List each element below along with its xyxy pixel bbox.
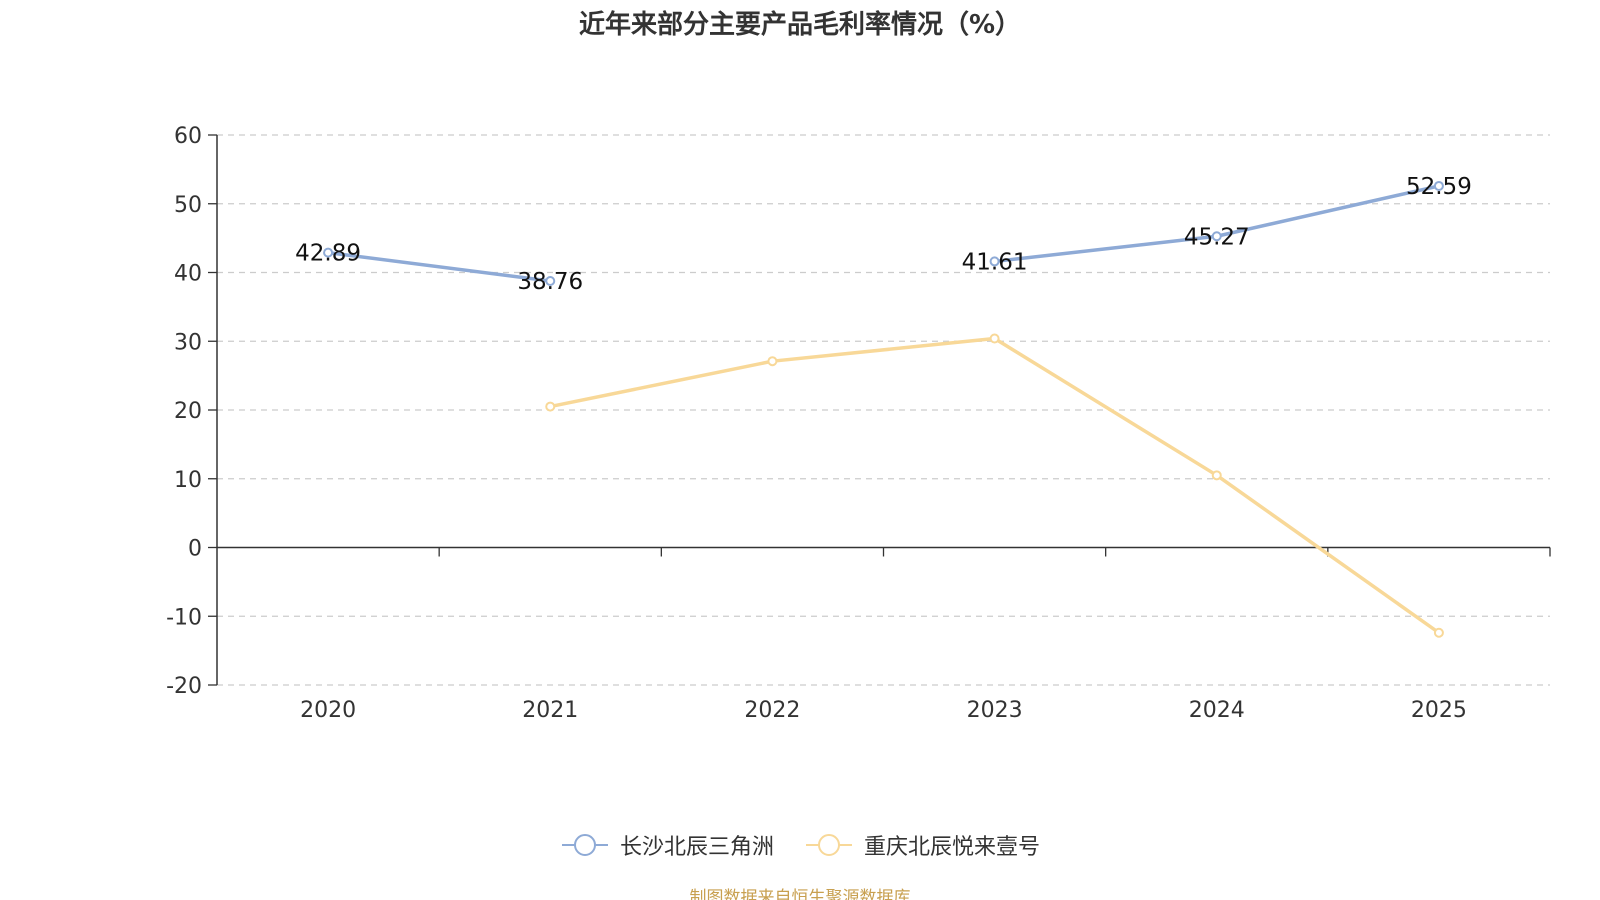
series-line	[326, 250, 552, 283]
legend-marker-icon	[561, 834, 608, 856]
data-point	[1433, 180, 1444, 191]
y-tick-label: -20	[166, 674, 202, 699]
legend: 长沙北辰三角洲 重庆北辰悦来壹号	[0, 825, 1600, 865]
y-tick-label: 40	[174, 262, 202, 287]
data-label: 42.89	[295, 241, 361, 267]
y-tick-label: 0	[188, 537, 202, 562]
series-1: 42.89 38.76 41.61 45.27 52.59	[295, 174, 1472, 295]
x-tick-label: 2020	[300, 698, 356, 723]
data-point	[1211, 470, 1222, 481]
y-tick-label: 30	[174, 330, 202, 355]
y-tick-label: 20	[174, 399, 202, 424]
data-point	[323, 247, 334, 258]
legend-label: 重庆北辰悦来壹号	[864, 835, 1041, 860]
data-point	[767, 356, 778, 367]
chart-title: 近年来部分主要产品毛利率情况（%）	[578, 10, 1022, 40]
y-tick-label: 10	[174, 468, 202, 493]
data-point	[1433, 627, 1444, 638]
data-label: 52.59	[1406, 174, 1472, 200]
line-chart: -20 -10 0 10 20 30 40 50 60 2020 2021 2022 2023 2024 2…	[166, 124, 1551, 723]
x-tick-label: 2024	[1189, 698, 1245, 723]
legend-marker-icon	[806, 834, 852, 856]
data-point	[545, 276, 556, 287]
data-point	[1211, 231, 1222, 242]
data-label: 38.76	[517, 269, 583, 295]
x-tick-label: 2021	[522, 698, 578, 723]
source-note: 制图数据来自恒生聚源数据库	[689, 888, 911, 900]
series-2	[545, 333, 1444, 638]
data-point	[989, 256, 1000, 267]
legend-circle	[818, 834, 840, 856]
y-tick-label: -10	[166, 605, 202, 630]
y-tick-label: 60	[174, 124, 202, 149]
data-label: 45.27	[1184, 224, 1250, 250]
data-point	[989, 333, 1000, 344]
data-point	[545, 401, 556, 412]
x-tick-label: 2025	[1411, 698, 1467, 723]
legend-item[interactable]: 重庆北辰悦来壹号	[804, 829, 1040, 861]
legend-circle	[573, 834, 596, 856]
x-tick-label: 2022	[744, 698, 800, 723]
legend-item[interactable]: 长沙北辰三角洲	[560, 829, 774, 861]
legend-label: 长沙北辰三角洲	[619, 835, 774, 860]
data-label: 41.61	[962, 249, 1028, 275]
series-line	[548, 336, 1441, 635]
y-tick-label: 50	[174, 193, 202, 218]
x-tick-label: 2023	[967, 698, 1023, 723]
